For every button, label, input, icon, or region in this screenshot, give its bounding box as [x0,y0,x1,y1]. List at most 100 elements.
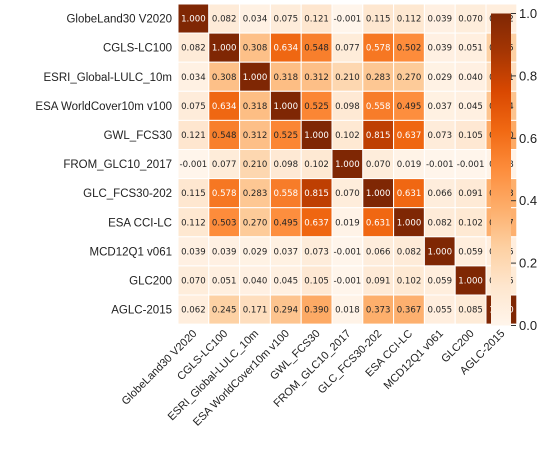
colorbar-tick-label: 0.8 [519,68,537,83]
cell-value-label: 1.000 [397,218,422,228]
heatmap-cell [300,294,333,325]
cell-value-label: 0.312 [304,73,329,83]
cell-value-label: 0.525 [273,131,298,141]
heatmap-cell [362,294,395,325]
heatmap-cell [300,90,333,121]
cell-value-label: 0.495 [273,218,298,228]
row-label: FROM_GLC10_2017 [63,159,172,171]
cell-value-label: 0.245 [212,306,237,316]
cell-value-label: 0.070 [366,160,391,170]
colorbar-tick-label: 1.0 [519,6,537,21]
heatmap-cell [423,178,456,209]
column-labels: GlobeLand30 V2020CGLS-LC100ESRI_Global-L… [120,328,508,429]
cell-value-label: 0.019 [397,160,422,170]
cell-value-label: 0.578 [366,44,391,54]
heatmap-cell [300,61,333,92]
heatmap-cell [393,61,425,92]
heatmap-cell [177,3,210,34]
cell-value-label: 0.091 [366,276,391,286]
cell-value-label: 0.121 [181,131,206,141]
heatmap-cell [454,294,487,325]
cell-value-label: 0.070 [181,276,206,286]
cell-value-label: 0.039 [427,15,452,25]
cell-value-label: 0.112 [181,218,206,228]
cell-value-label: 0.102 [335,131,360,141]
heatmap-cell [177,265,210,296]
cell-value-label: 0.318 [273,73,298,83]
heatmap-cell [239,236,271,267]
cell-value-label: 0.105 [458,131,483,141]
cell-value-label: 0.037 [273,247,298,257]
cell-value-label: 0.525 [304,102,329,112]
heatmap-cell [208,207,241,238]
cell-value-label: 0.637 [304,218,329,228]
cell-value-label: 0.040 [458,73,483,83]
row-label: ESA WorldCover10m v100 [35,101,172,113]
heatmap-cell [208,265,241,296]
heatmap-cell [269,119,302,151]
cell-value-label: 0.115 [366,15,391,25]
cell-value-label: 0.075 [273,15,298,25]
colorbar-tick-label: 0.6 [519,131,537,146]
cell-value-label: 1.000 [181,15,206,25]
cell-value-label: 0.034 [243,15,268,25]
cell-value-label: 0.029 [243,247,268,257]
cell-value-label: -0.001 [334,247,362,257]
heatmap-cell [362,119,395,151]
row-label: GlobeLand30 V2020 [66,14,172,26]
heatmap-cell [393,149,425,180]
heatmap-cell [208,178,241,209]
heatmap-cell [177,236,210,267]
heatmap-cell [239,90,271,121]
cell-value-label: 0.051 [212,276,237,286]
heatmap-cell [423,32,456,63]
cell-value-label: -0.001 [426,160,454,170]
heatmap-cell [300,207,333,238]
cell-value-label: 0.091 [458,189,483,199]
cell-value-label: 0.082 [181,44,206,54]
cell-value-label: 0.062 [181,306,206,316]
cell-value-label: 1.000 [335,160,360,170]
cell-value-label: 0.121 [304,15,329,25]
heatmap-cell [423,265,456,296]
cell-value-label: 0.075 [181,102,206,112]
cell-value-label: 0.112 [397,15,422,25]
heatmap-cell [454,3,487,34]
heatmap-cells: 1.000 0.082 0.034 0.075 0.121 -0.001 0.115 0.11… [177,3,518,325]
cell-value-label: 0.634 [273,44,298,54]
cell-value-label: 0.631 [397,189,422,199]
heatmap-cell [423,119,456,151]
cell-value-label: 0.082 [397,247,422,257]
cell-value-label: 1.000 [427,247,452,257]
cell-value-label: 0.558 [366,102,391,112]
cell-value-label: 0.503 [212,218,237,228]
cell-value-label: 0.308 [212,73,237,83]
row-label: GWL_FCS30 [104,130,172,142]
heatmap-cell [362,149,395,180]
cell-value-label: 0.051 [458,44,483,54]
heatmap-cell [423,61,456,92]
cell-value-label: 1.000 [212,44,237,54]
cell-value-label: -0.001 [334,15,362,25]
cell-value-label: 0.039 [212,247,237,257]
cell-value-label: 0.495 [397,102,422,112]
colorbar-tick-label: 0.4 [519,193,537,208]
cell-value-label: 0.102 [397,276,422,286]
heatmap-cell [269,32,302,63]
colorbar-gradient [491,13,511,326]
cell-value-label: 0.390 [304,306,329,316]
heatmap-cell [239,207,271,238]
heatmap-cell [331,294,364,325]
heatmap-cell [393,265,425,296]
cell-value-label: 0.367 [397,306,422,316]
cell-value-label: 0.308 [243,44,268,54]
cell-value-label: 0.018 [335,306,360,316]
cell-value-label: 0.105 [304,276,329,286]
heatmap-cell [331,32,364,63]
heatmap-cell [177,178,210,209]
cell-value-label: 0.502 [397,44,422,54]
cell-value-label: 0.210 [243,160,268,170]
cell-value-label: 0.312 [243,131,268,141]
row-labels: GlobeLand30 V2020 CGLS-LC100 ESRI_Global-L… [35,14,172,317]
cell-value-label: 0.318 [243,102,268,112]
